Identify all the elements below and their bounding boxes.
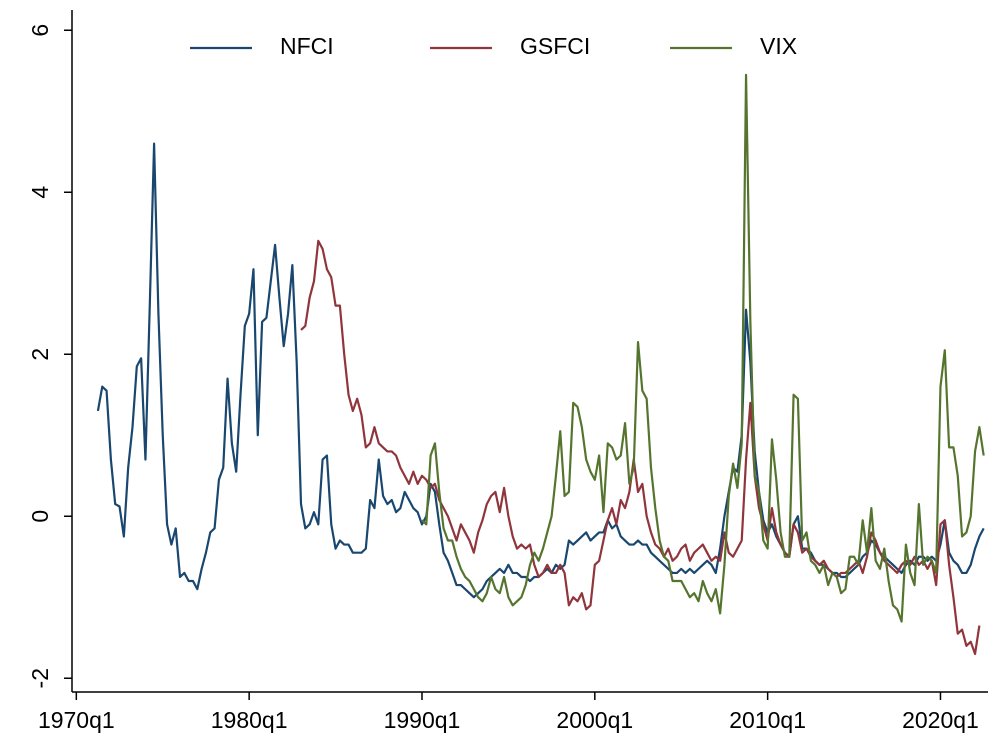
x-tick-label: 2020q1 <box>902 707 979 733</box>
x-tick-label: 1980q1 <box>211 707 288 733</box>
x-tick-label: 2010q1 <box>729 707 806 733</box>
y-tick-label: 0 <box>27 510 53 523</box>
x-tick-label: 2000q1 <box>556 707 633 733</box>
legend-label: VIX <box>760 33 797 59</box>
x-tick-label: 1970q1 <box>38 707 115 733</box>
series-line <box>421 73 985 623</box>
y-tick-label: -2 <box>27 668 53 688</box>
legend-label: NFCI <box>280 33 334 59</box>
series-line <box>300 239 981 656</box>
y-tick-label: 4 <box>27 186 53 199</box>
legend-label: GSFCI <box>520 33 590 59</box>
x-tick-label: 1990q1 <box>384 707 461 733</box>
y-tick-label: 2 <box>27 348 53 361</box>
y-tick-label: 6 <box>27 24 53 37</box>
